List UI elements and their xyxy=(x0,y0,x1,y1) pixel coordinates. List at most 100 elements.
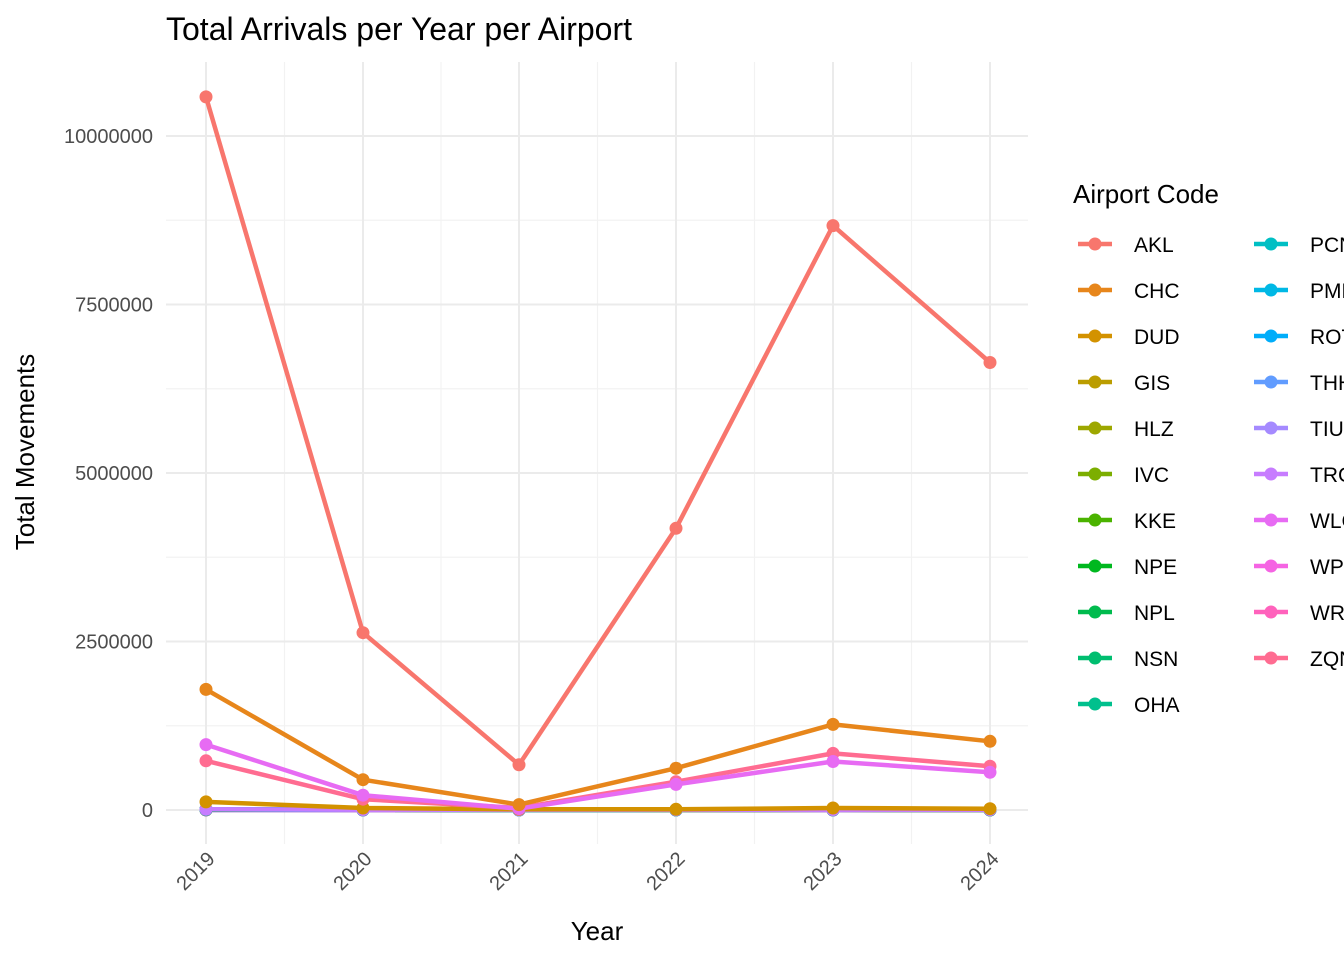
legend-label: OHA xyxy=(1134,694,1180,717)
y-axis-title: Total Movements xyxy=(10,354,40,551)
legend-item-npl: NPL xyxy=(1078,602,1175,625)
data-point-chc xyxy=(356,773,370,787)
legend-item-gis: GIS xyxy=(1078,372,1170,395)
x-tick-label: 2020 xyxy=(330,848,377,895)
legend-swatch-point xyxy=(1088,605,1102,619)
legend-label: CHC xyxy=(1134,280,1180,303)
legend-label: THH xyxy=(1310,372,1344,395)
legend-label: WPI xyxy=(1310,556,1344,579)
legend-item-ivc: IVC xyxy=(1078,464,1169,487)
data-point-chc xyxy=(983,734,997,748)
legend-label: NPE xyxy=(1134,556,1177,579)
x-tick-label: 2019 xyxy=(173,848,220,895)
legend-swatch-point xyxy=(1088,559,1102,573)
legend-label: ZQN xyxy=(1310,648,1344,671)
data-point-chc xyxy=(669,761,683,775)
legend-item-wlg: WLG xyxy=(1254,510,1344,533)
x-tick-labels: 2019 2020 2021 2022 2023 2024 xyxy=(173,848,1004,895)
legend-swatch-point xyxy=(1088,697,1102,711)
legend-label: GIS xyxy=(1134,372,1170,395)
data-point-dud xyxy=(826,801,840,815)
legend-swatch-point xyxy=(1088,375,1102,389)
legend-item-nsn: NSN xyxy=(1078,648,1178,671)
legend-label: KKE xyxy=(1134,510,1176,533)
legend-swatch-point xyxy=(1264,421,1278,435)
data-point-akl xyxy=(199,90,213,104)
series-line-akl xyxy=(203,94,993,768)
x-tick-label: 2022 xyxy=(643,848,690,895)
legend-item-thh: THH xyxy=(1254,372,1344,395)
y-tick-label: 0 xyxy=(142,800,153,822)
grid xyxy=(166,62,1028,844)
legend-label: TIU xyxy=(1310,418,1344,441)
y-tick-label: 7500000 xyxy=(75,295,153,317)
legend-label: WLG xyxy=(1310,510,1344,533)
legend-label: DUD xyxy=(1134,326,1180,349)
y-tick-label: 10000000 xyxy=(64,126,153,148)
data-point-dud xyxy=(669,802,683,816)
legend-swatch-point xyxy=(1088,283,1102,297)
legend-label: TRG xyxy=(1310,464,1344,487)
legend-swatch-point xyxy=(1264,237,1278,251)
legend-swatch-point xyxy=(1264,559,1278,573)
y-tick-labels: 0 2500000 5000000 7500000 10000000 xyxy=(64,126,153,822)
legend-swatch-point xyxy=(1264,651,1278,665)
legend: Airport Code AKL CHC DUD GIS HLZ IVC KKE NPE NPL… xyxy=(1073,179,1344,717)
series-chc xyxy=(199,682,997,812)
legend-label: IVC xyxy=(1134,464,1169,487)
chart-title: Total Arrivals per Year per Airport xyxy=(166,11,632,47)
data-point-wlg xyxy=(983,765,997,779)
x-axis-title: Year xyxy=(571,916,624,946)
data-point-chc xyxy=(826,717,840,731)
x-tick-label: 2024 xyxy=(957,848,1004,895)
legend-swatch-point xyxy=(1088,237,1102,251)
legend-item-tiu: TIU xyxy=(1254,418,1344,441)
data-point-akl xyxy=(983,356,997,369)
legend-swatch-point xyxy=(1264,513,1278,527)
legend-item-oha: OHA xyxy=(1078,694,1180,717)
legend-label: HLZ xyxy=(1134,418,1174,441)
data-point-dud xyxy=(983,802,997,816)
data-point-chc xyxy=(199,682,213,696)
legend-item-kke: KKE xyxy=(1078,510,1176,533)
legend-label: NSN xyxy=(1134,648,1178,671)
series-layer xyxy=(199,90,997,817)
legend-item-zqn: ZQN xyxy=(1254,648,1344,671)
legend-swatch-point xyxy=(1264,375,1278,389)
series-line-dud xyxy=(203,799,993,812)
data-point-dud xyxy=(199,795,213,809)
legend-title: Airport Code xyxy=(1073,179,1219,209)
data-point-wlg xyxy=(356,788,370,802)
legend-item-trg: TRG xyxy=(1254,464,1344,487)
series-wlg xyxy=(199,738,997,816)
data-point-wlg xyxy=(199,738,213,752)
legend-swatch-point xyxy=(1088,513,1102,527)
legend-label: AKL xyxy=(1134,234,1174,257)
legend-swatch-point xyxy=(1088,329,1102,343)
data-point-chc xyxy=(512,798,526,812)
legend-swatch-point xyxy=(1088,651,1102,665)
x-tick-label: 2023 xyxy=(800,848,847,895)
legend-item-chc: CHC xyxy=(1078,280,1180,303)
legend-item-wre: WRE xyxy=(1254,602,1344,625)
legend-label: NPL xyxy=(1134,602,1175,625)
x-tick-label: 2021 xyxy=(486,848,533,895)
legend-swatch-point xyxy=(1264,605,1278,619)
data-point-akl xyxy=(356,626,370,640)
legend-swatch-point xyxy=(1264,467,1278,481)
legend-label: PMR xyxy=(1310,280,1344,303)
legend-swatch-point xyxy=(1088,467,1102,481)
series-akl xyxy=(199,90,997,772)
data-point-zqn xyxy=(199,754,213,768)
legend-swatch-point xyxy=(1264,283,1278,297)
legend-item-npe: NPE xyxy=(1078,556,1177,579)
legend-item-pmr: PMR xyxy=(1254,280,1344,303)
legend-item-rot: ROT xyxy=(1254,326,1344,349)
data-point-wlg xyxy=(669,777,683,791)
legend-label: WRE xyxy=(1310,602,1344,625)
series-line-wlg xyxy=(203,742,993,811)
y-tick-label: 2500000 xyxy=(75,632,153,654)
legend-items: AKL CHC DUD GIS HLZ IVC KKE NPE NPL NSN OHA PCN PMR R… xyxy=(1078,234,1344,717)
legend-swatch-point xyxy=(1088,421,1102,435)
